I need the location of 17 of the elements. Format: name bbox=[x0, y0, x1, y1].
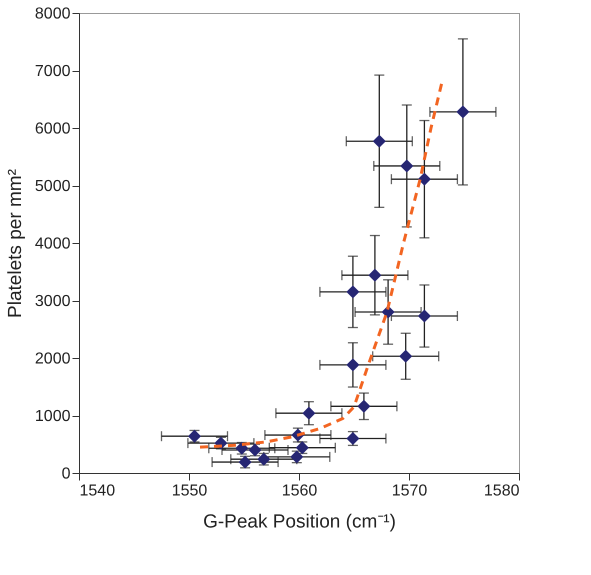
y-tick-label: 1000 bbox=[34, 408, 71, 425]
y-tick-label: 0 bbox=[62, 466, 71, 482]
y-tick-label: 3000 bbox=[34, 293, 71, 310]
y-axis-title: Platelets per mm² bbox=[4, 169, 26, 318]
x-tick-label: 1540 bbox=[80, 482, 116, 500]
y-tick-label: 7000 bbox=[34, 63, 71, 80]
x-tick-label: 1560 bbox=[282, 482, 318, 500]
y-tick-label: 2000 bbox=[34, 350, 71, 368]
x-tick-label: 1580 bbox=[484, 482, 520, 500]
y-tick-label: 8000 bbox=[34, 6, 71, 22]
y-tick-label: 5000 bbox=[34, 178, 71, 195]
line-series bbox=[198, 80, 444, 449]
y-tick-label: 6000 bbox=[34, 120, 71, 138]
x-tick-label: 1550 bbox=[172, 482, 208, 500]
y-tick-label: 4000 bbox=[34, 236, 71, 252]
x-tick-label: 1570 bbox=[392, 482, 428, 500]
x-axis-title: G-Peak Position (cm⁻¹) bbox=[203, 512, 396, 532]
